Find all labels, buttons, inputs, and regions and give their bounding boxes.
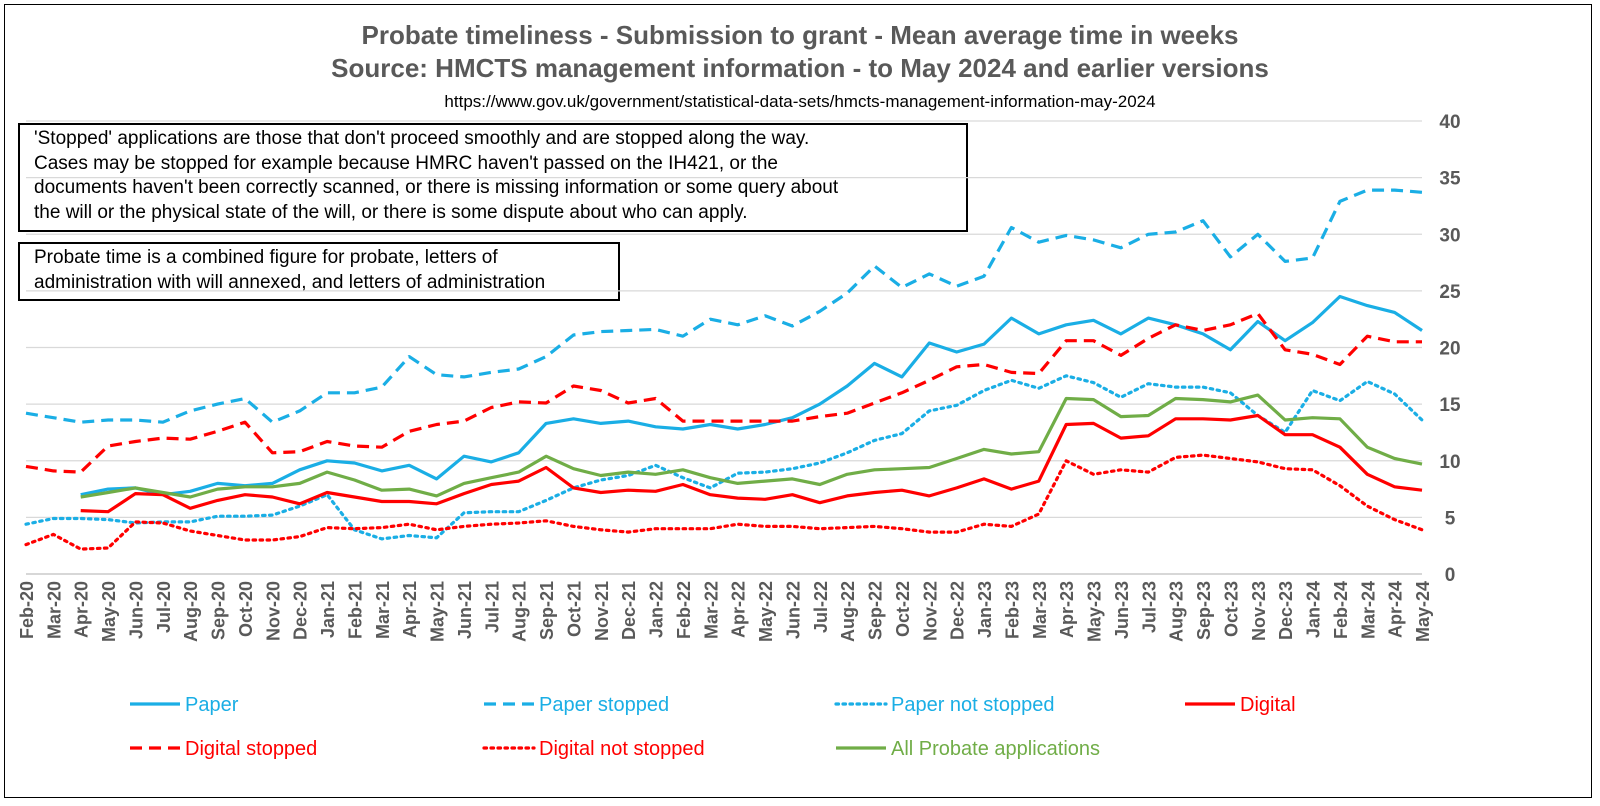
x-tick-label: Sep-23: [1194, 581, 1214, 640]
x-tick-label: Feb-21: [345, 581, 365, 639]
x-tick-label: Oct-23: [1221, 581, 1241, 637]
chart-subtitle: Source: HMCTS management information - t…: [331, 53, 1269, 83]
x-tick-label: Nov-23: [1249, 581, 1269, 641]
x-tick-label: Jan-23: [975, 581, 995, 638]
x-tick-label: Oct-20: [236, 581, 256, 637]
x-tick-label: Aug-21: [510, 581, 530, 642]
x-tick-label: Apr-24: [1386, 581, 1406, 638]
x-tick-label: Jan-21: [318, 581, 338, 638]
x-tick-label: May-24: [1413, 581, 1433, 642]
y-tick-label: 20: [1439, 339, 1460, 360]
series-line-all-probate-applications: [80, 393, 1423, 499]
x-tick-label: Dec-21: [619, 581, 639, 640]
legend-label-digital: Digital: [1240, 694, 1296, 716]
x-tick-label: May-21: [428, 581, 448, 642]
x-tick-label: Jan-22: [647, 581, 667, 638]
y-tick-label: 30: [1439, 225, 1460, 246]
legend-label-all-probate-applications: All Probate applications: [891, 738, 1100, 760]
x-tick-label: Mar-23: [1030, 581, 1050, 639]
x-tick-label: Mar-22: [701, 581, 721, 639]
x-tick-label: Jun-23: [1112, 581, 1132, 639]
gridlines: [26, 120, 1422, 519]
legend-label-digital-stopped: Digital stopped: [185, 738, 317, 760]
x-tick-label: Oct-22: [893, 581, 913, 637]
x-tick-label: Nov-21: [592, 581, 612, 641]
x-tick-label: Jan-24: [1304, 581, 1324, 638]
x-tick-label: Jun-22: [783, 581, 803, 639]
series-line-digital-stopped: [25, 311, 1422, 474]
x-tick-label: Nov-22: [920, 581, 940, 641]
x-tick-label: Sep-20: [209, 581, 229, 640]
x-tick-label: Sep-21: [537, 581, 557, 640]
note-line: administration with will annexed, and le…: [34, 271, 546, 293]
x-tick-label: Apr-23: [1057, 581, 1077, 638]
x-tick-label: Sep-22: [866, 581, 886, 640]
note-line: Cases may be stopped for example because…: [34, 152, 778, 174]
y-tick-label: 35: [1439, 169, 1461, 190]
x-tick-label: Jun-20: [126, 581, 146, 639]
x-tick-label: Aug-22: [838, 581, 858, 642]
x-tick-label: Apr-20: [72, 581, 92, 638]
legend-label-paper-not-stopped: Paper not stopped: [891, 694, 1054, 716]
y-tick-label: 25: [1439, 282, 1461, 303]
y-tick-label: 10: [1439, 452, 1460, 473]
series-line-paper-not-stopped: [24, 374, 1424, 541]
y-tick-label: 40: [1439, 112, 1460, 133]
series-line-paper-stopped: [25, 188, 1423, 424]
note-line: documents haven't been correctly scanned…: [34, 177, 839, 198]
series-line-digital: [80, 413, 1423, 514]
x-tick-label: Dec-22: [948, 581, 968, 640]
x-tick-label: Nov-20: [263, 581, 283, 641]
x-tick-label: Apr-22: [729, 581, 749, 638]
x-tick-label: Aug-20: [181, 581, 201, 642]
x-tick-label: Aug-23: [1167, 581, 1187, 642]
x-tick-label: May-22: [756, 581, 776, 642]
legend-label-paper: Paper: [185, 694, 239, 716]
note-line: 'Stopped' applications are those that do…: [34, 128, 810, 149]
y-tick-label: 15: [1439, 395, 1461, 416]
legend-label-paper-stopped: Paper stopped: [539, 694, 669, 716]
x-tick-label: Feb-20: [17, 581, 37, 639]
x-tick-label: Oct-21: [564, 581, 584, 637]
x-tick-label: Mar-20: [44, 581, 64, 639]
x-tick-label: Jul-23: [1139, 581, 1159, 633]
y-tick-label: 5: [1445, 508, 1456, 529]
x-tick-label: Jun-21: [455, 581, 475, 639]
x-tick-label: Apr-21: [400, 581, 420, 638]
x-axis: Feb-20 Mar-20 Apr-20 May-20 Jun-20 Jul-20 Aug-…: [17, 573, 1433, 642]
chart-title: Probate timeliness - Submission to grant…: [361, 20, 1239, 50]
x-tick-label: Jul-22: [811, 581, 831, 633]
legend: Paper Paper stopped Paper not stopped Digit…: [130, 694, 1296, 760]
y-axis: 0 5 10 15 20 25 30 35 40: [1439, 112, 1461, 586]
series-line-digital-not-stopped: [24, 453, 1424, 551]
legend-label-digital-not-stopped: Digital not stopped: [539, 738, 705, 760]
source-url: https://www.gov.uk/government/statistica…: [444, 92, 1156, 111]
x-tick-label: Jul-20: [154, 581, 174, 633]
x-tick-label: Feb-22: [674, 581, 694, 639]
x-tick-label: Dec-23: [1276, 581, 1296, 640]
y-tick-label: 0: [1445, 565, 1456, 586]
x-tick-label: Feb-24: [1331, 581, 1351, 639]
x-tick-label: May-20: [99, 581, 119, 642]
x-tick-label: May-23: [1085, 581, 1105, 642]
x-tick-label: Jul-21: [482, 581, 502, 633]
x-tick-label: Feb-23: [1002, 581, 1022, 639]
series-line-paper: [80, 294, 1423, 497]
series-lines: [24, 188, 1424, 551]
note-line: Probate time is a combined figure for pr…: [34, 247, 498, 268]
x-tick-label: Dec-20: [291, 581, 311, 640]
x-tick-label: Mar-21: [373, 581, 393, 639]
note-line: the will or the physical state of the wi…: [34, 201, 748, 223]
x-tick-label: Mar-24: [1358, 581, 1378, 639]
